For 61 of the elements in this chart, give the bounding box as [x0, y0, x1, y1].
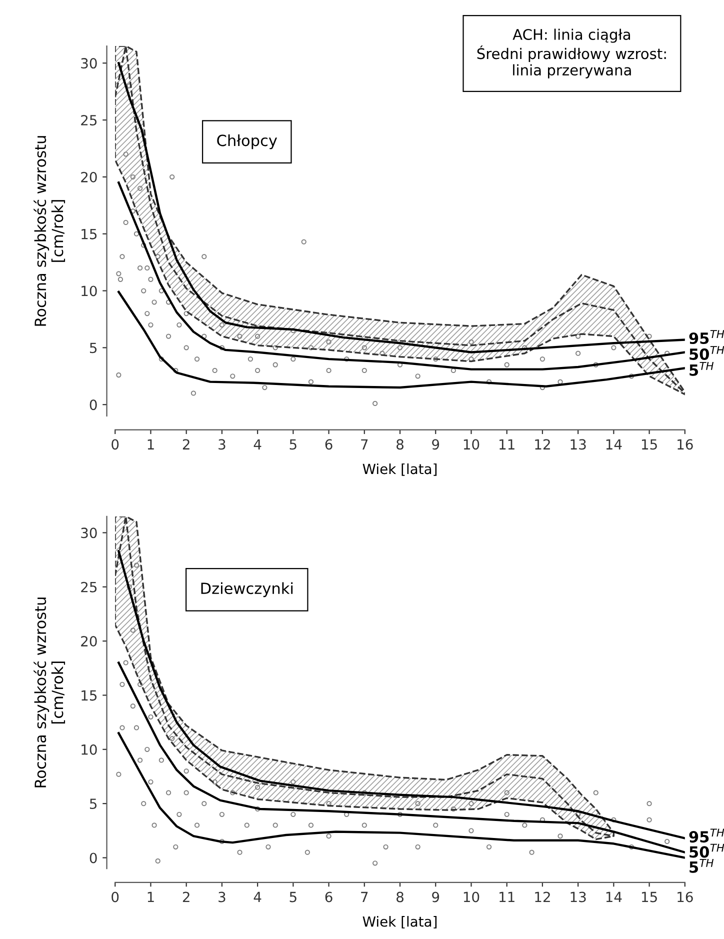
x-tick-label: 10	[464, 892, 480, 902]
x-tick-label: 12	[535, 439, 550, 450]
annotation: Dziewczynki	[201, 582, 293, 598]
y-axis-title: Roczna szybkość wzrostu [cm/rok]	[34, 136, 66, 326]
series-label: 5$^{TH}$	[690, 859, 714, 873]
x-tick-label: 2	[182, 892, 190, 902]
x-tick-label: 5	[290, 892, 296, 902]
y-tick-label: 30	[81, 58, 97, 69]
y-tick-label: 15	[82, 228, 97, 240]
x-tick-label: 3	[218, 892, 226, 902]
y-tick-label: 10	[82, 744, 97, 755]
y-tick-label: 5	[90, 342, 97, 354]
x-tick-label: 15	[642, 892, 657, 902]
x-tick-label: 13	[570, 892, 586, 902]
x-tick-label: 4	[254, 892, 262, 902]
y-tick-label: 10	[82, 286, 97, 296]
x-tick-label: 6	[325, 439, 332, 450]
x-tick-label: 3	[218, 439, 226, 450]
y-tick-label: 15	[82, 690, 97, 701]
y-tick-label: 20	[81, 172, 97, 182]
y-tick-label: 0	[90, 852, 97, 864]
x-tick-label: 16	[678, 892, 693, 902]
y-tick-label: 5	[90, 798, 97, 810]
x-tick-label: 8	[396, 439, 404, 450]
x-tick-label: 10	[464, 439, 480, 450]
y-tick-label: 20	[81, 636, 97, 647]
x-tick-label: 0	[112, 892, 119, 902]
x-tick-label: 1	[148, 892, 154, 902]
x-tick-label: 9	[432, 892, 440, 902]
x-axis-title: Wiek [lata]	[362, 916, 437, 928]
series-label: 95$^{TH}$	[689, 828, 724, 843]
x-tick-label: 7	[361, 892, 368, 902]
x-tick-label: 12	[535, 892, 550, 902]
y-axis-title: Roczna szybkość wzrostu [cm/rok]	[34, 598, 66, 788]
x-tick-label: 13	[570, 439, 586, 450]
series-label: 5$^{TH}$	[690, 362, 714, 376]
x-tick-label: 9	[432, 439, 440, 450]
annotation: Chłopcy	[217, 134, 278, 150]
y-tick-label: 30	[81, 528, 97, 538]
series-label: 50$^{TH}$	[690, 844, 724, 858]
x-tick-label: 15	[642, 439, 657, 450]
x-tick-label: 11	[500, 892, 514, 902]
series-label: 95$^{TH}$	[689, 330, 724, 344]
x-tick-label: 0	[112, 439, 119, 450]
x-tick-label: 16	[678, 439, 693, 450]
y-tick-label: 0	[90, 400, 97, 410]
x-tick-label: 14	[606, 439, 622, 450]
x-tick-label: 1	[148, 439, 154, 450]
x-axis-title: Wiek [lata]	[362, 463, 437, 476]
x-tick-label: 14	[606, 892, 622, 902]
x-tick-label: 4	[254, 439, 262, 450]
x-tick-label: 6	[325, 892, 332, 902]
annotation: ACH: linia ciągła Średni prawidłowy wzrost: linia przerywana	[477, 28, 666, 78]
y-tick-label: 25	[81, 582, 97, 592]
x-tick-label: 11	[500, 439, 514, 450]
x-tick-label: 5	[290, 439, 296, 450]
x-tick-label: 2	[182, 439, 190, 450]
x-tick-label: 7	[361, 439, 368, 450]
y-tick-label: 25	[81, 114, 97, 126]
series-label: 50$^{TH}$	[690, 346, 724, 360]
x-tick-label: 8	[396, 892, 404, 902]
